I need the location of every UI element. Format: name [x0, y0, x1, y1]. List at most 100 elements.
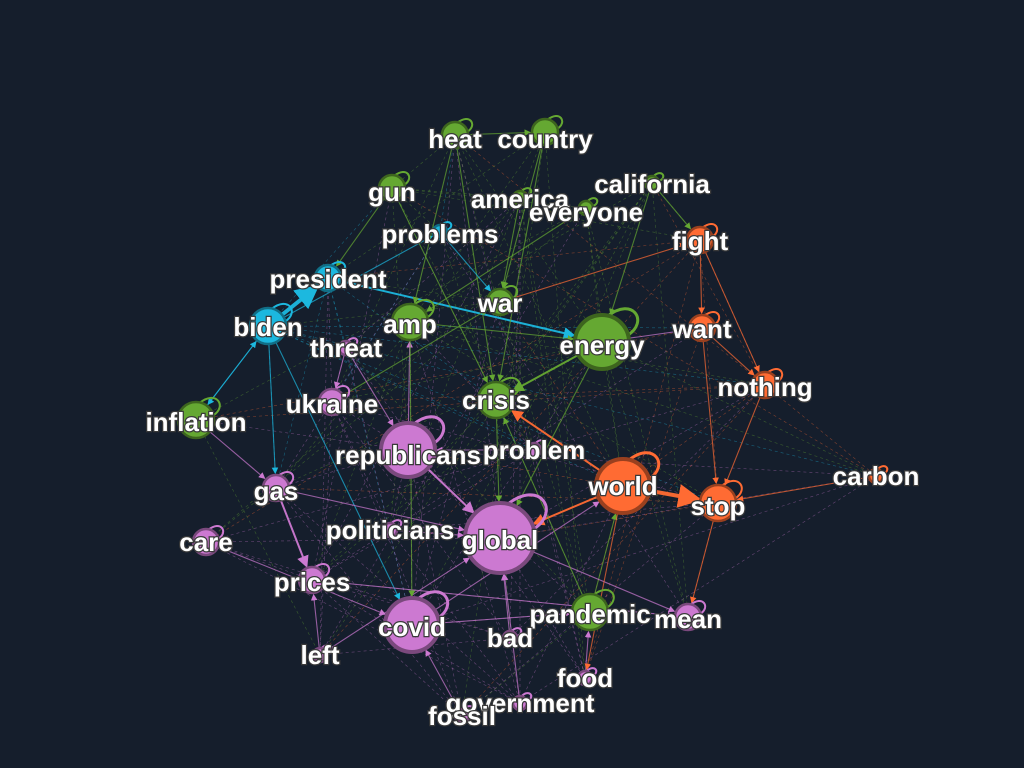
- node-problems[interactable]: [431, 223, 449, 241]
- node-label-biden: biden: [233, 312, 302, 342]
- edge-care-covid: [205, 541, 387, 616]
- node-california[interactable]: [643, 174, 661, 192]
- node-war[interactable]: [485, 287, 515, 317]
- self-loop-mean: [689, 600, 707, 615]
- node-bad[interactable]: [501, 629, 519, 647]
- edge-biden-war: [267, 301, 501, 327]
- edge-care-government: [205, 541, 521, 704]
- edge-california-mean: [651, 182, 689, 618]
- node-carbon[interactable]: [867, 467, 885, 485]
- node-food[interactable]: [576, 669, 594, 687]
- node-prices[interactable]: [297, 565, 327, 595]
- self-loop-food: [585, 667, 598, 678]
- edge-fight-nothing: [699, 239, 760, 373]
- edge-gun-president: [336, 187, 393, 267]
- edge-country-war: [502, 131, 546, 289]
- node-heat[interactable]: [440, 120, 470, 150]
- node-politicians[interactable]: [381, 521, 399, 539]
- edge-gas-fossil: [275, 487, 463, 717]
- edge-crisis-problem: [495, 399, 535, 451]
- node-covid[interactable]: [383, 596, 441, 654]
- node-biden[interactable]: [248, 306, 288, 346]
- node-gas[interactable]: [261, 473, 291, 503]
- node-gun[interactable]: [377, 173, 407, 203]
- node-republicans[interactable]: [379, 421, 437, 479]
- node-nothing[interactable]: [750, 370, 780, 400]
- node-label-mean: mean: [654, 604, 722, 634]
- node-energy[interactable]: [573, 313, 631, 371]
- node-label-fight: fight: [672, 226, 729, 256]
- edge-gun-problems: [391, 187, 441, 233]
- edge-country-amp: [409, 131, 546, 323]
- node-fossil[interactable]: [453, 707, 471, 725]
- node-president[interactable]: [313, 263, 343, 293]
- edge-country-crisis: [497, 131, 546, 382]
- self-loop-everyone: [586, 197, 599, 208]
- edge-carbon-stop: [736, 475, 877, 502]
- edge-prices-fossil: [311, 579, 463, 717]
- edge-energy-prices: [311, 341, 603, 581]
- node-world[interactable]: [594, 457, 652, 515]
- node-label-everyone: everyone: [529, 197, 643, 227]
- edge-ukraine-stop: [331, 401, 719, 504]
- edge-california-covid: [411, 182, 653, 626]
- edge-amp-prices: [311, 321, 411, 581]
- node-problem[interactable]: [525, 441, 543, 459]
- node-inflation[interactable]: [176, 400, 216, 440]
- node-mean[interactable]: [673, 602, 703, 632]
- edge-gun-crisis: [391, 187, 488, 384]
- edge-nothing-ukraine: [331, 384, 766, 403]
- edge-problems-war: [439, 231, 491, 292]
- node-amp[interactable]: [390, 302, 430, 342]
- edge-republicans-gas: [275, 449, 409, 489]
- node-label-country: country: [497, 124, 593, 154]
- edge-biden-covid: [267, 325, 401, 600]
- edge-nothing-fossil: [461, 384, 766, 717]
- node-label-crisis: crisis: [462, 385, 530, 415]
- self-loop-country: [546, 115, 564, 130]
- edge-country-president: [327, 131, 546, 279]
- node-government[interactable]: [511, 694, 529, 712]
- self-loop-stop: [720, 479, 743, 500]
- node-global[interactable]: [463, 501, 537, 575]
- node-label-prices: prices: [274, 567, 351, 597]
- node-left[interactable]: [311, 646, 329, 664]
- node-ukraine[interactable]: [317, 387, 347, 417]
- node-label-threat: threat: [310, 333, 383, 363]
- node-label-want: want: [671, 314, 732, 344]
- node-want[interactable]: [687, 313, 717, 343]
- edge-politicians-global: [389, 529, 465, 539]
- self-loop-fossil: [462, 705, 475, 716]
- edge-fossil-covid: [425, 649, 463, 717]
- edge-war-world: [499, 301, 624, 487]
- self-loop-fight: [701, 223, 719, 238]
- node-crisis[interactable]: [476, 380, 516, 420]
- edge-war-fight: [499, 242, 687, 303]
- node-label-california: california: [594, 169, 710, 199]
- edge-global-care: [205, 537, 501, 543]
- edge-california-politicians: [389, 182, 653, 531]
- edge-pandemic-crisis: [503, 417, 591, 613]
- edge-everyone-mean: [585, 207, 689, 618]
- edge-biden-carbon: [267, 325, 877, 477]
- node-country[interactable]: [530, 117, 560, 147]
- edge-president-energy: [327, 277, 576, 339]
- node-everyone[interactable]: [577, 199, 595, 217]
- node-america[interactable]: [511, 189, 529, 207]
- node-label-government: government: [446, 688, 595, 718]
- node-fight[interactable]: [685, 225, 715, 255]
- node-stop[interactable]: [698, 483, 738, 523]
- node-threat[interactable]: [337, 339, 355, 357]
- node-care[interactable]: [191, 527, 221, 557]
- self-loop-ukraine: [333, 385, 351, 400]
- edge-biden-world: [267, 325, 624, 487]
- node-label-left: left: [301, 640, 340, 670]
- edge-gun-everyone: [391, 187, 587, 209]
- node-pandemic[interactable]: [570, 592, 610, 632]
- edge-ukraine-left: [319, 401, 333, 656]
- edge-nothing-stop: [724, 384, 766, 486]
- self-loop-war: [501, 285, 519, 300]
- edge-california-energy: [609, 182, 653, 316]
- edge-gun-biden: [267, 187, 393, 327]
